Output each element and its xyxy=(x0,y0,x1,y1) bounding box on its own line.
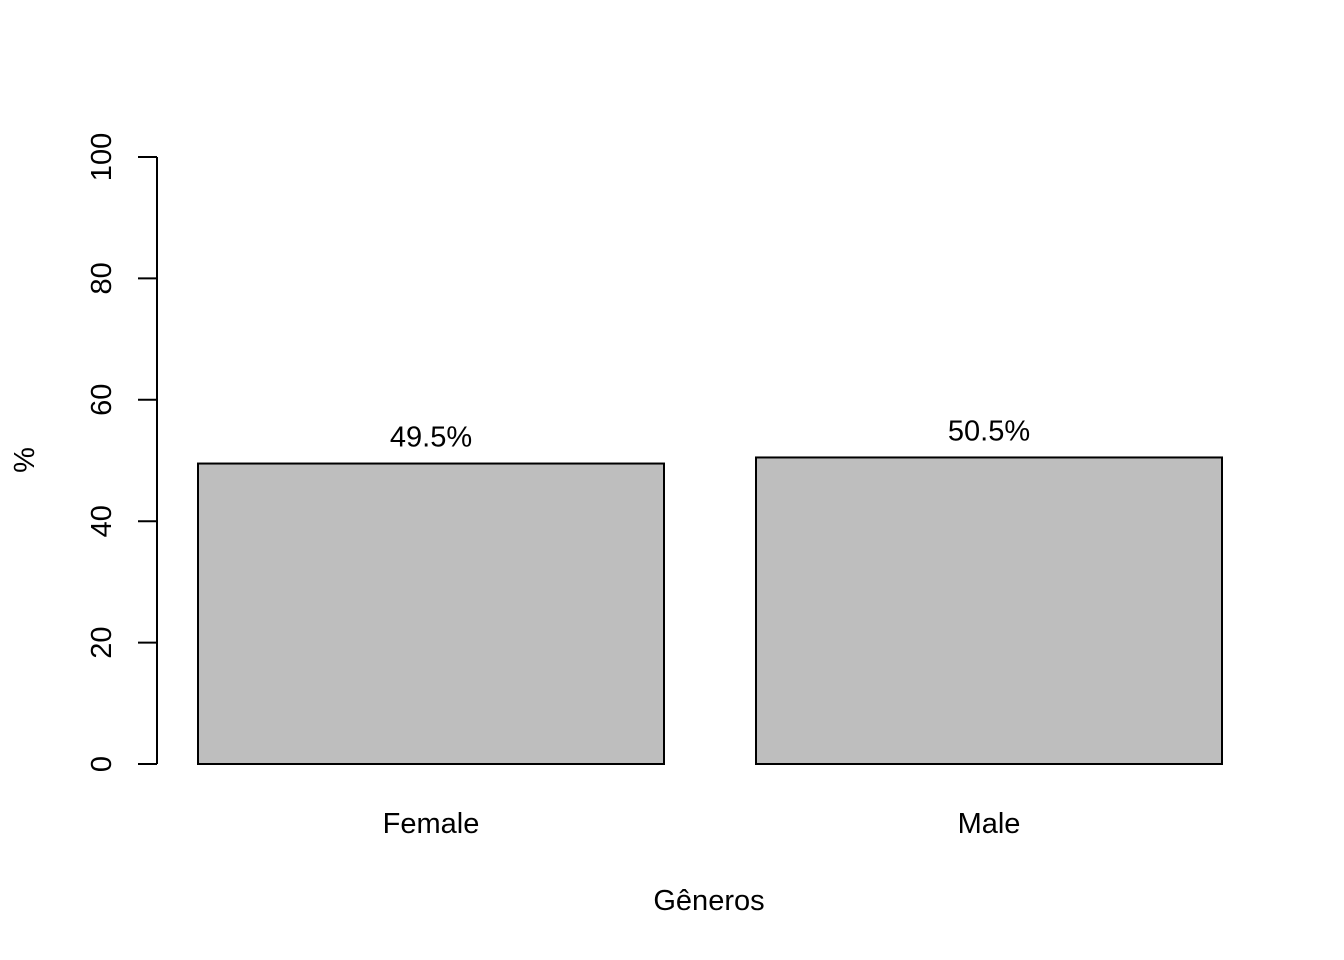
y-axis-title: % xyxy=(9,447,41,473)
bar-male xyxy=(755,456,1223,765)
data-label: 49.5% xyxy=(390,422,472,454)
y-axis: 0 20 40 60 80 100 xyxy=(86,133,158,772)
category-labels: Female Male xyxy=(383,808,1021,840)
bars xyxy=(197,456,1223,765)
y-tick-label: 60 xyxy=(86,384,118,416)
category-label: Male xyxy=(958,808,1021,840)
y-tick-label: 20 xyxy=(86,626,118,658)
bar-female xyxy=(197,462,665,765)
y-tick-label: 100 xyxy=(86,133,118,181)
data-label: 50.5% xyxy=(948,415,1030,447)
x-axis-title: Gêneros xyxy=(653,885,764,917)
category-label: Female xyxy=(383,808,480,840)
data-labels: 49.5% 50.5% xyxy=(390,415,1030,453)
y-tick-label: 40 xyxy=(86,505,118,537)
y-tick-label: 0 xyxy=(86,756,118,772)
y-tick-label: 80 xyxy=(86,262,118,294)
